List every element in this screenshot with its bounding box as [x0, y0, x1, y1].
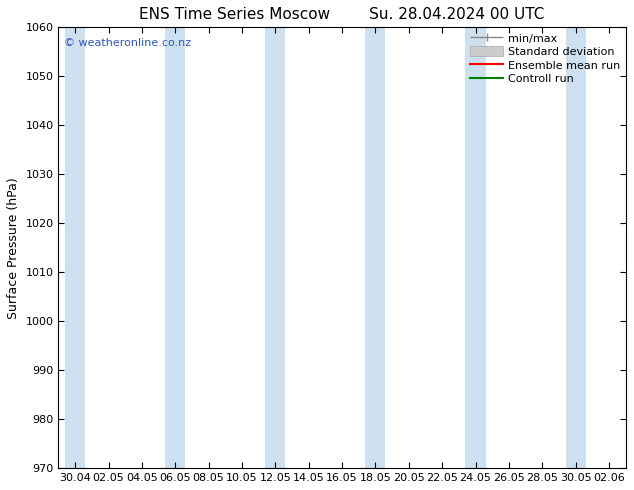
Bar [365, 27, 385, 468]
Y-axis label: Surface Pressure (hPa): Surface Pressure (hPa) [7, 177, 20, 318]
Text: © weatheronline.co.nz: © weatheronline.co.nz [64, 38, 191, 49]
Legend: min/max, Standard deviation, Ensemble mean run, Controll run: min/max, Standard deviation, Ensemble me… [468, 30, 623, 87]
Bar [566, 27, 586, 468]
Bar [265, 27, 285, 468]
Bar [465, 27, 486, 468]
Title: ENS Time Series Moscow        Su. 28.04.2024 00 UTC: ENS Time Series Moscow Su. 28.04.2024 00… [139, 7, 545, 22]
Bar [65, 27, 85, 468]
Bar [165, 27, 185, 468]
